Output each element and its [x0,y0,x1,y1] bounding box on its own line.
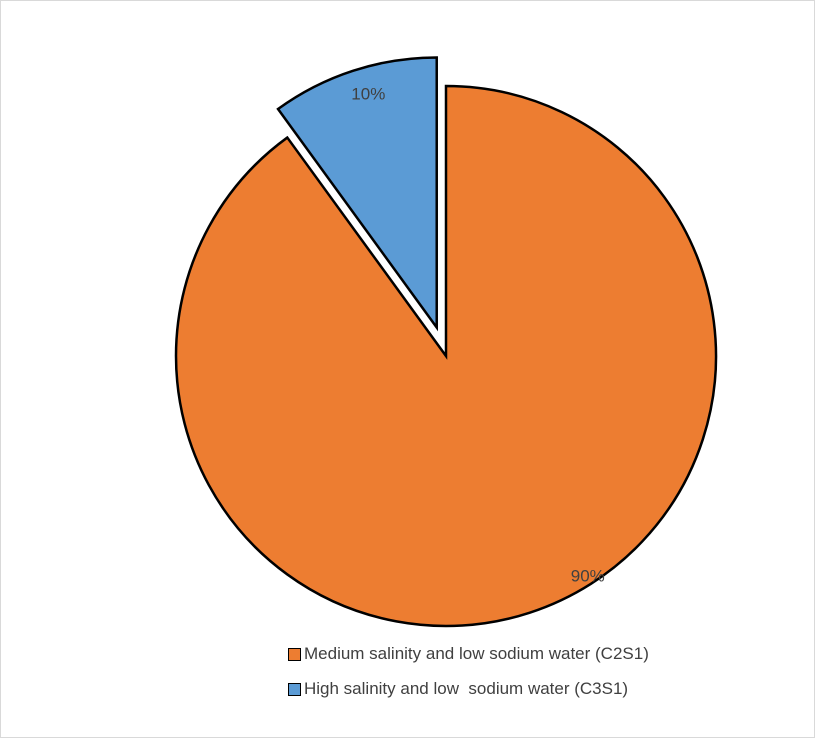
data-label-c3s1: 10% [351,84,385,103]
legend-swatch-c3s1 [288,682,301,696]
pie-slice-c3s1 [276,56,438,332]
legend-label-c2s1: Medium salinity and low sodium water (C2… [304,644,649,663]
legend-label-c3s1: High salinity and low sodium water (C3S1… [304,679,629,698]
pie-slice-c2s1 [174,84,718,628]
pie-slices [174,56,718,628]
legend-item-c2s1: Medium salinity and low sodium water (C2… [288,644,649,664]
pie-data-labels: 90% 10% [351,84,604,585]
data-label-c2s1: 90% [571,566,605,585]
legend-swatch-c2s1 [288,647,301,661]
legend-item-c3s1: High salinity and low sodium water (C3S1… [288,679,628,699]
